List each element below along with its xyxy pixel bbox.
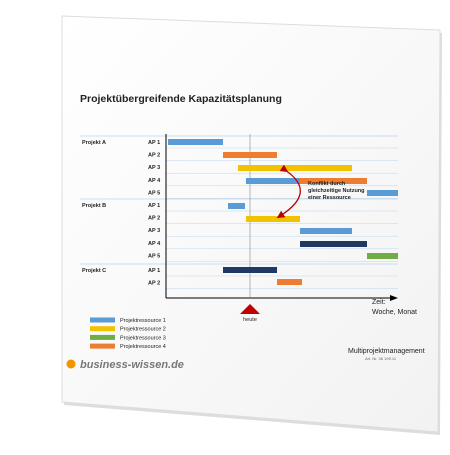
annotation-line: Konflikt durch	[308, 181, 346, 187]
work-package-label: AP 1	[148, 203, 160, 209]
legend-swatch	[90, 326, 115, 332]
bar	[228, 203, 245, 209]
today-label: heute	[243, 317, 257, 323]
logo: business-wissen.de	[80, 359, 184, 371]
time-label: Zeit:	[372, 299, 386, 306]
work-package-label: AP 2	[148, 281, 160, 287]
time-label: Woche, Monat	[372, 309, 417, 316]
legend-label: Projektressource 1	[120, 318, 166, 324]
work-package-label: AP 1	[148, 140, 160, 146]
bar	[300, 241, 367, 247]
work-package-label: AP 4	[148, 241, 161, 247]
legend: Projektressource 1 Projektressource 2 Proj…	[90, 317, 166, 350]
gantt: Projekt A AP 1 AP 2 AP 3 AP 4 AP 5 Projekt B AP…	[80, 135, 398, 289]
conflict-arrow	[276, 164, 301, 219]
bar	[223, 267, 277, 273]
bars	[168, 139, 398, 285]
bar	[300, 178, 367, 184]
work-package-label: AP 5	[148, 253, 160, 259]
work-package-label: AP 2	[148, 216, 160, 222]
work-package-label: AP 5	[148, 190, 160, 196]
article-number: Art. Nr. 36 199.11	[365, 356, 397, 361]
bar	[238, 165, 352, 171]
work-package-label: AP 1	[148, 268, 160, 274]
bar	[367, 190, 398, 196]
legend-label: Projektressource 2	[120, 327, 166, 333]
project-label: Projekt A	[82, 140, 106, 146]
project-label: Projekt C	[82, 268, 106, 274]
logo-dot	[66, 359, 76, 369]
page	[61, 15, 441, 433]
legend-label: Projektressource 4	[120, 344, 166, 350]
bar	[367, 253, 398, 259]
work-package-label: AP 2	[148, 153, 160, 159]
product: Multiprojektmanagement	[348, 348, 425, 355]
bar	[246, 178, 300, 184]
today-marker	[240, 304, 260, 314]
work-package-label: AP 3	[148, 165, 160, 171]
legend-swatch	[90, 343, 115, 349]
legend-swatch	[90, 334, 115, 340]
bar	[223, 152, 277, 158]
work-package-label: AP 4	[148, 178, 161, 184]
bar	[168, 139, 223, 145]
legend-label: Projektressource 3	[120, 335, 166, 341]
bar	[277, 279, 302, 285]
bar	[300, 228, 352, 234]
axis-arrow	[390, 295, 398, 301]
work-package-label: AP 3	[148, 228, 160, 234]
project-label: Projekt B	[82, 203, 106, 209]
annotation-line: einer Ressource	[308, 195, 351, 201]
annotation-line: gleichzeitige Nutzung	[308, 188, 365, 194]
title: Projektübergreifende Kapazitätsplanung	[80, 93, 282, 105]
legend-swatch	[90, 317, 115, 323]
bar	[246, 216, 300, 222]
